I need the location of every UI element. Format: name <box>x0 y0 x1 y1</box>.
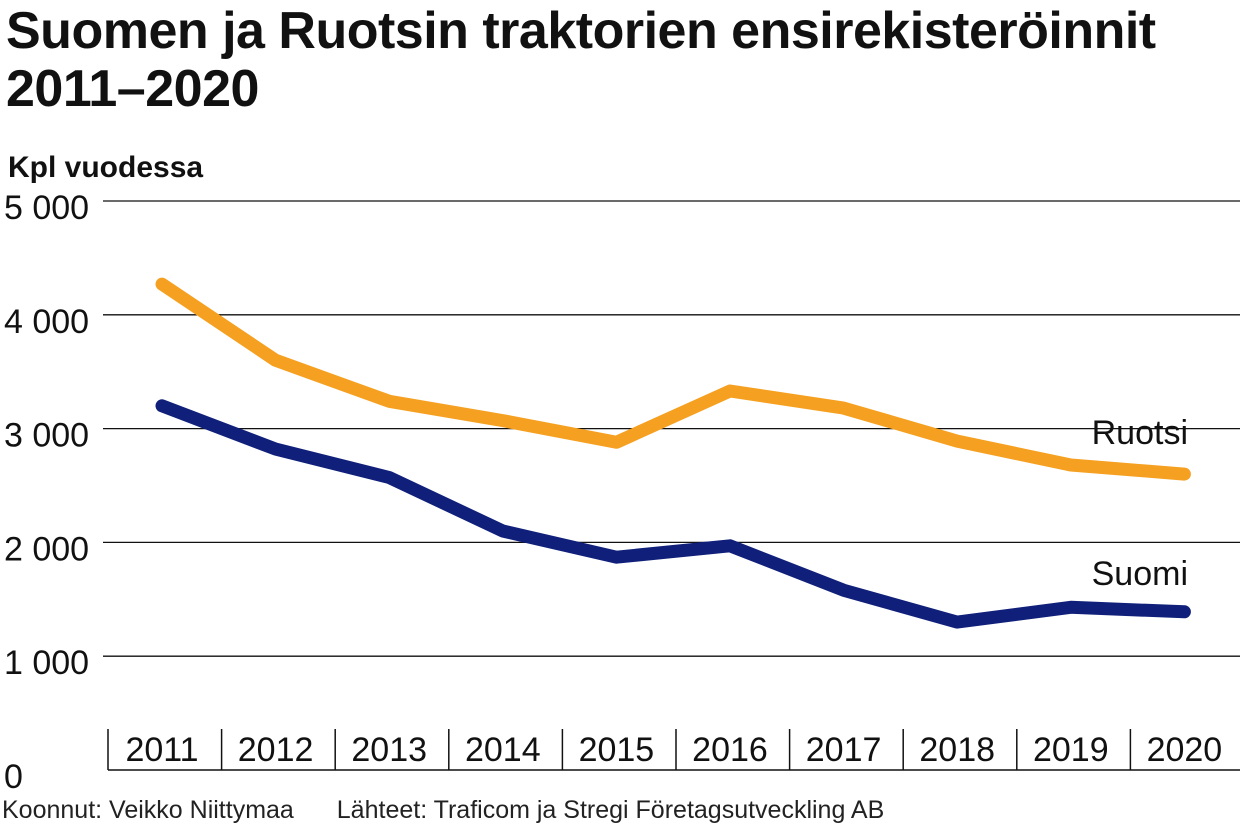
x-tick-label: 2015 <box>579 731 655 769</box>
series-label-suomi: Suomi <box>1092 555 1188 593</box>
x-tick-label: 2012 <box>238 731 314 769</box>
y-tick-label: 2 000 <box>4 530 89 568</box>
series-line-ruotsi <box>155 277 1191 481</box>
x-axis: 2011 2012 2013 2014 2015 2016 2017 2018 2019 2020 <box>107 729 1240 771</box>
credit-text: Koonnut: Veikko Niittymaa <box>2 796 294 824</box>
footer: Koonnut: Veikko Niittymaa Lähteet: Trafi… <box>2 795 884 825</box>
sources-text: Lähteet: Traficom ja Stregi Företagsutve… <box>336 796 885 824</box>
y-tick-label: 1 000 <box>4 644 89 682</box>
x-tick-label: 2020 <box>1147 731 1223 769</box>
chart-title: Suomen ja Ruotsin traktorien ensirekiste… <box>6 2 1156 118</box>
x-tick-label: 2018 <box>919 731 995 769</box>
x-tick-label: 2017 <box>806 731 882 769</box>
series-line-suomi <box>155 399 1191 629</box>
x-tick-label: 2013 <box>351 731 427 769</box>
y-axis-ticks: 0 1 000 2 000 3 000 4 000 5 000 <box>4 189 89 796</box>
x-tick-label: 2014 <box>465 731 541 769</box>
y-tick-label: 5 000 <box>4 189 89 227</box>
series-label-ruotsi: Ruotsi <box>1092 414 1188 452</box>
series-lines <box>155 277 1191 629</box>
series-labels: Ruotsi Suomi <box>1092 414 1188 593</box>
x-tick-label: 2011 <box>125 731 198 769</box>
y-tick-label: 3 000 <box>4 417 89 455</box>
y-tick-label: 0 <box>4 758 23 796</box>
grid-lines <box>103 200 1240 657</box>
x-tick-label: 2019 <box>1033 731 1109 769</box>
y-axis-label: Kpl vuodessa <box>8 151 204 184</box>
x-tick-label: 2016 <box>692 731 768 769</box>
y-tick-label: 4 000 <box>4 303 89 341</box>
